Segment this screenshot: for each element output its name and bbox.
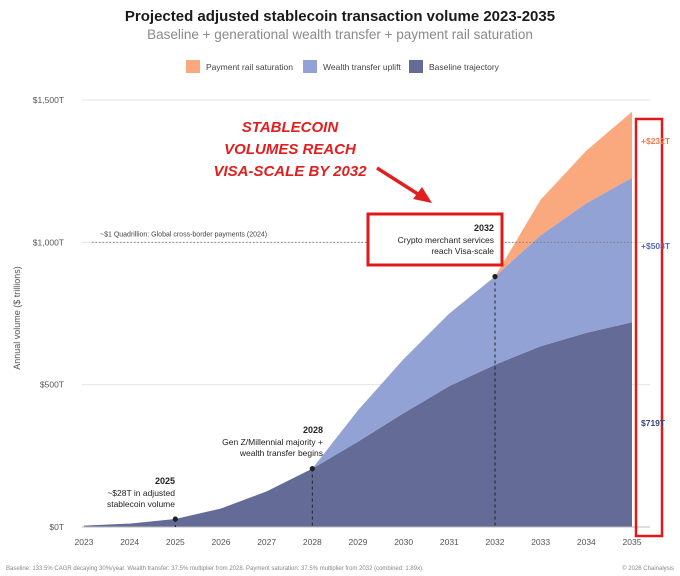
footer-note: Baseline: 133.5% CAGR decaying 30%/year.… [6,566,424,572]
x-tick-2033: 2033 [531,537,550,547]
y-tick-0: $0T [49,522,64,532]
milestone-point-2028 [309,466,315,472]
area-wealth-transfer-uplift [84,177,632,526]
x-tick-2026: 2026 [212,537,231,547]
x-tick-2028: 2028 [303,537,322,547]
legend-swatch-2 [409,60,423,73]
x-tick-2032: 2032 [486,537,505,547]
milestone-box-2032 [366,212,504,267]
x-tick-2029: 2029 [349,537,368,547]
callout-line-0: STABLECOIN [242,119,340,136]
milestone-point-2025 [172,516,178,522]
legend-swatch-1 [303,60,317,73]
milestone-text-2025-0: ~$28T in adjusted [107,488,175,498]
x-tick-2027: 2027 [257,537,276,547]
x-tick-2024: 2024 [120,537,139,547]
x-tick-2030: 2030 [394,537,413,547]
y-tick-2: $1,000T [33,237,64,247]
milestone-title-2028: 2028 [303,425,323,435]
milestone-title-2032: 2032 [474,223,494,233]
callout-arrow-shaft [376,166,422,198]
end-labels-box [634,117,664,538]
milestone-point-2032 [492,273,498,280]
chart-title: Projected adjusted stablecoin transactio… [125,8,555,25]
end-label-0: +$232T [641,136,671,146]
milestone-text-2032-0: Crypto merchant services [398,235,494,245]
milestone-title-2025: 2025 [155,476,175,486]
milestone-text-2028-1: wealth transfer begins [239,448,323,458]
milestone-text-2025-1: stablecoin volume [107,499,175,509]
callout-line-2: VISA-SCALE BY 2032 [213,163,367,180]
end-label-2: $719T [641,418,666,428]
y-tick-3: $1,500T [33,95,64,105]
milestone-text-2032-1: reach Visa-scale [431,246,494,256]
x-tick-2035: 2035 [623,537,642,547]
end-label-1: +$508T [641,241,671,251]
legend-label-1: Wealth transfer uplift [323,62,401,72]
legend: Payment rail saturation Wealth transfer u… [186,60,500,73]
chart-subtitle: Baseline + generational wealth transfer … [147,27,533,42]
legend-label-2: Baseline trajectory [429,62,500,72]
legend-label-0: Payment rail saturation [206,62,293,72]
annotations: STABLECOIN VOLUMES REACH VISA-SCALE BY 203… [213,117,671,538]
x-tick-2023: 2023 [75,537,94,547]
x-tick-2034: 2034 [577,537,596,547]
axes: $0T $500T $1,000T $1,500T 2023 2024 2025 2026 20… [33,95,650,547]
y-tick-1: $500T [40,380,64,390]
legend-swatch-0 [186,60,200,73]
x-tick-2031: 2031 [440,537,459,547]
reference-line-label: ~$1 Quadrillion: Global cross-border pay… [100,231,267,238]
y-axis-label: Annual volume ($ trillions) [12,266,22,370]
reference-line: ~$1 Quadrillion: Global cross-border pay… [92,231,632,243]
footer-copyright: © 2026 Chainalysis [622,565,674,572]
callout-line-1: VOLUMES REACH [224,141,357,158]
x-tick-2025: 2025 [166,537,185,547]
callout-arrow-head [413,187,432,203]
milestone-text-2028-0: Gen Z/Millennial majority + [222,437,323,447]
